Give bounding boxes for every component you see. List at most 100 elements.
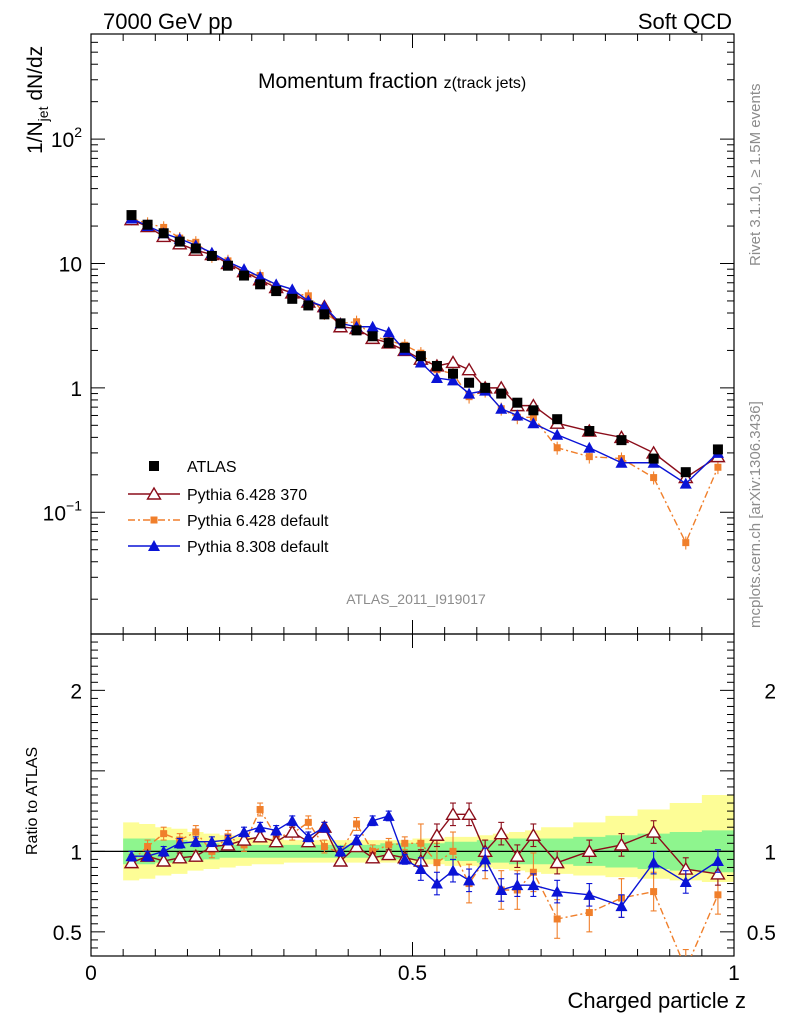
data-point (239, 270, 250, 281)
ratio-point (256, 805, 264, 813)
legend-label: Pythia 6.428 370 (187, 487, 307, 504)
data-point (511, 409, 524, 421)
ratio-point (348, 839, 365, 853)
title-sub: z(track jets) (444, 75, 527, 92)
data-point (445, 355, 461, 369)
ratio-point (585, 909, 593, 917)
y-tick-label-ratio-left: 1 (70, 841, 82, 864)
data-point (448, 368, 459, 379)
data-point (367, 331, 378, 342)
data-point (583, 441, 596, 453)
rivet-version-label: Rivet 3.1.10, ≥ 1.5M events (747, 84, 764, 267)
ratio-point (155, 853, 172, 867)
ratio-point (252, 829, 268, 843)
header-energy-label: 7000 GeV pp (103, 9, 233, 34)
ratio-series (123, 802, 726, 956)
legend-marker (149, 461, 159, 471)
data-point (254, 270, 267, 282)
data-point (714, 463, 722, 471)
data-point (553, 444, 561, 452)
tick-base: 10 (51, 129, 74, 152)
data-point (480, 382, 491, 393)
y-tick-label-ratio-left: 2 (70, 680, 82, 703)
ratio-point (173, 837, 186, 849)
y-tick-label-main: 10 (59, 253, 82, 276)
data-point (286, 283, 299, 295)
ratio-point (189, 835, 202, 847)
data-point (351, 325, 362, 336)
data-point (366, 320, 379, 332)
ratio-point (710, 866, 726, 880)
ratio-point (144, 843, 152, 851)
data-point (584, 426, 595, 437)
ratio-point (254, 821, 267, 833)
ratio-point (188, 848, 204, 862)
y-tick-label-ratio-right: 1 (764, 841, 776, 864)
ratio-point (221, 834, 234, 846)
legend-marker (150, 516, 158, 524)
data-point (255, 279, 266, 290)
data-point (447, 374, 460, 386)
ratio-point (430, 877, 443, 889)
data-point (142, 219, 153, 230)
header-process-label: Soft QCD (638, 9, 732, 34)
ratio-point (302, 830, 315, 842)
ratio-point (447, 864, 460, 876)
ratio-point (238, 826, 251, 838)
axis-ticks (90, 33, 735, 956)
ratio-point (493, 826, 509, 840)
y-tick-label-main: 1 (70, 378, 82, 401)
ratio-point (551, 885, 564, 897)
ratio-point (495, 883, 508, 895)
data-point (190, 243, 201, 254)
ylabel-sub: jet (35, 106, 51, 122)
ratio-point (284, 824, 300, 838)
legend-marker (148, 540, 160, 551)
title-main: Momentum fraction (258, 70, 444, 93)
ratio-point (613, 837, 630, 851)
data-point (303, 300, 314, 311)
ratio-point (332, 853, 349, 867)
x-tick-label: 1 (728, 962, 740, 985)
legend-marker (146, 486, 162, 500)
data-point (712, 444, 723, 455)
ratio-point (268, 834, 284, 848)
ratio-point (509, 848, 526, 862)
ratio-point (364, 850, 381, 864)
ratio-point (711, 855, 724, 867)
data-point (206, 250, 217, 261)
main-plot-title: Momentum fraction z(track jets) (258, 70, 526, 93)
ratio-point (525, 827, 542, 841)
data-point (680, 467, 691, 478)
ratio-point (398, 853, 411, 865)
tick-base: 10 (43, 502, 66, 525)
ratio-point (679, 875, 692, 887)
data-point (648, 453, 659, 464)
tick-exponent: 2 (74, 124, 82, 140)
ratio-point (353, 820, 361, 828)
legend-entry-pythia-6-428-370: Pythia 6.428 370 (128, 486, 307, 504)
data-point (463, 387, 476, 399)
data-point (431, 360, 442, 371)
data-point (682, 539, 690, 547)
ratio-point (172, 850, 188, 864)
data-point (512, 397, 523, 408)
data-point (319, 309, 330, 320)
ratio-point (463, 874, 476, 886)
data-point (430, 372, 443, 384)
ratio-point (581, 843, 598, 858)
data-point (222, 260, 233, 271)
data-point (552, 414, 563, 425)
ratio-point (380, 847, 397, 861)
data-point (158, 228, 169, 239)
ratio-panel-frame (90, 633, 735, 957)
y-tick-label-main: 102 (51, 124, 82, 152)
data-point (679, 477, 692, 489)
ratio-point (350, 834, 363, 846)
data-point (414, 356, 427, 368)
ratio-point (553, 915, 561, 923)
ratio-point (647, 856, 660, 868)
data-point (551, 428, 564, 440)
ratio-point (141, 850, 154, 862)
